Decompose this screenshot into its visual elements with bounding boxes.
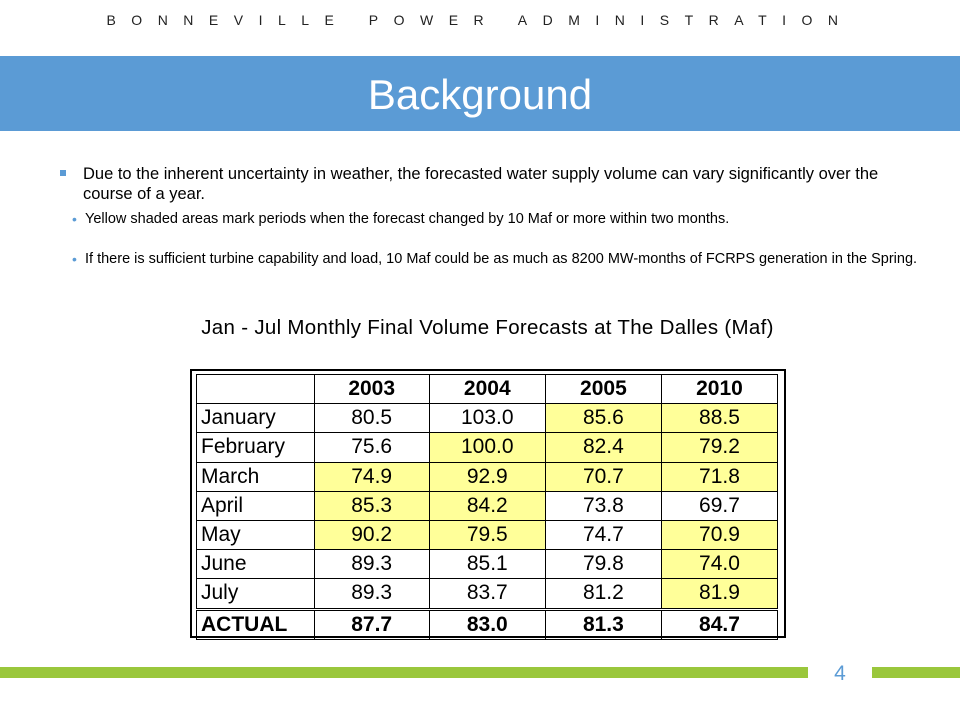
table-cell: 85.6 bbox=[544, 403, 662, 434]
table-cell: 92.9 bbox=[428, 461, 546, 492]
row-label: July bbox=[196, 578, 315, 610]
table-cell: 103.0 bbox=[428, 403, 546, 434]
table-row: March 74.9 92.9 70.7 71.8 bbox=[196, 461, 779, 492]
table-cell: 85.3 bbox=[313, 490, 430, 521]
table-cell: 88.5 bbox=[660, 403, 779, 434]
sub-bullet-text: If there is sufficient turbine capabilit… bbox=[85, 251, 918, 267]
table-cell: 73.8 bbox=[544, 490, 662, 521]
table-cell: 74.0 bbox=[660, 549, 779, 580]
table-cell: 82.4 bbox=[544, 432, 662, 463]
column-header: 2003 bbox=[313, 373, 430, 405]
row-label: April bbox=[196, 490, 315, 521]
main-bullet-text: Due to the inherent uncertainty in weath… bbox=[83, 165, 879, 203]
organization-name: BONNEVILLE POWER ADMINISTRATION bbox=[106, 12, 854, 28]
table-cell: 89.3 bbox=[313, 578, 430, 610]
table-row: May 90.2 79.5 74.7 70.9 bbox=[196, 519, 779, 551]
table-cell: 81.9 bbox=[660, 578, 779, 610]
header-corner-cell bbox=[196, 373, 315, 405]
table-cell: 90.2 bbox=[313, 519, 430, 551]
main-bullet: Due to the inherent uncertainty in weath… bbox=[60, 164, 920, 204]
table-cell: 100.0 bbox=[428, 432, 546, 463]
row-label: June bbox=[196, 549, 315, 580]
table-cell: 79.8 bbox=[544, 549, 662, 580]
table-row: January 80.5 103.0 85.6 88.5 bbox=[196, 403, 779, 434]
table-cell: 71.8 bbox=[660, 461, 779, 492]
row-label: May bbox=[196, 519, 315, 551]
dot-bullet-icon: • bbox=[72, 251, 77, 267]
actual-cell: 81.3 bbox=[544, 607, 662, 640]
sub-bullet: • Yellow shaded areas mark periods when … bbox=[72, 210, 925, 228]
table-cell: 83.7 bbox=[428, 578, 546, 610]
actual-cell: 83.0 bbox=[428, 607, 546, 640]
sub-bullet-text: Yellow shaded areas mark periods when th… bbox=[85, 211, 730, 227]
actual-row: ACTUAL 87.7 83.0 81.3 84.7 bbox=[196, 607, 779, 640]
table-cell: 70.9 bbox=[660, 519, 779, 551]
table-row: June 89.3 85.1 79.8 74.0 bbox=[196, 549, 779, 580]
table-title: Jan - Jul Monthly Final Volume Forecasts… bbox=[201, 316, 774, 339]
page-number: 4 bbox=[834, 662, 846, 685]
table-cell: 85.1 bbox=[428, 549, 546, 580]
table-cell: 69.7 bbox=[660, 490, 779, 521]
table-cell: 84.2 bbox=[428, 490, 546, 521]
dot-bullet-icon: • bbox=[72, 211, 77, 227]
table-row: February 75.6 100.0 82.4 79.2 bbox=[196, 432, 779, 463]
actual-cell: 87.7 bbox=[313, 607, 430, 640]
column-header: 2005 bbox=[544, 373, 662, 405]
table-cell: 74.9 bbox=[313, 461, 430, 492]
table-cell: 70.7 bbox=[544, 461, 662, 492]
table-cell: 79.5 bbox=[428, 519, 546, 551]
forecast-table: 2003 2004 2005 2010 January 80.5 103.0 85.6 88.5… bbox=[190, 369, 786, 640]
actual-cell: 84.7 bbox=[660, 607, 779, 640]
footer-bar-right bbox=[872, 667, 960, 678]
table-row: April 85.3 84.2 73.8 69.7 bbox=[196, 490, 779, 521]
column-header: 2010 bbox=[660, 373, 779, 405]
table-cell: 80.5 bbox=[313, 403, 430, 434]
table-cell: 81.2 bbox=[544, 578, 662, 610]
title-band bbox=[0, 56, 960, 131]
sub-bullet: • If there is sufficient turbine capabil… bbox=[72, 250, 925, 268]
row-label: March bbox=[196, 461, 315, 492]
table-row: July 89.3 83.7 81.2 81.9 bbox=[196, 578, 779, 610]
row-label: February bbox=[196, 432, 315, 463]
table-cell: 75.6 bbox=[313, 432, 430, 463]
square-bullet-icon bbox=[60, 170, 66, 176]
column-header: 2004 bbox=[428, 373, 546, 405]
actual-label: ACTUAL bbox=[196, 607, 315, 640]
slide-title: Background bbox=[367, 71, 593, 118]
table-cell: 79.2 bbox=[660, 432, 779, 463]
table-cell: 74.7 bbox=[544, 519, 662, 551]
footer-bar bbox=[0, 667, 808, 678]
row-label: January bbox=[196, 403, 315, 434]
table-header-row: 2003 2004 2005 2010 bbox=[196, 373, 779, 405]
table-cell: 89.3 bbox=[313, 549, 430, 580]
forecast-grid: 2003 2004 2005 2010 January 80.5 103.0 85.6 88.5… bbox=[196, 373, 779, 640]
